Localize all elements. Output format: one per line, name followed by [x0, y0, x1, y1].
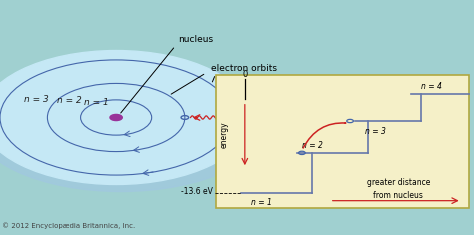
- Text: electron: electron: [246, 112, 284, 121]
- FancyArrowPatch shape: [303, 123, 346, 148]
- Text: n = 3: n = 3: [365, 127, 386, 136]
- Text: nucleus: nucleus: [178, 35, 213, 44]
- Circle shape: [110, 114, 122, 121]
- Text: n = 3: n = 3: [24, 94, 48, 104]
- Text: n = 4: n = 4: [421, 82, 442, 91]
- Text: electron orbits: electron orbits: [211, 63, 277, 73]
- Text: -13.6 eV: -13.6 eV: [182, 187, 213, 196]
- Text: from nucleus: from nucleus: [374, 191, 423, 200]
- Text: n = 2: n = 2: [57, 96, 82, 106]
- Text: © 2012 Encyclopædia Britannica, Inc.: © 2012 Encyclopædia Britannica, Inc.: [2, 223, 136, 229]
- Text: greater distance: greater distance: [366, 178, 430, 187]
- FancyBboxPatch shape: [216, 75, 469, 208]
- Text: energy: energy: [220, 122, 229, 148]
- Circle shape: [0, 51, 251, 184]
- Text: 0: 0: [242, 70, 247, 79]
- Text: n = 1: n = 1: [251, 198, 272, 207]
- Text: n = 2: n = 2: [302, 141, 323, 149]
- Text: n = 1: n = 1: [84, 98, 109, 107]
- Ellipse shape: [0, 55, 268, 192]
